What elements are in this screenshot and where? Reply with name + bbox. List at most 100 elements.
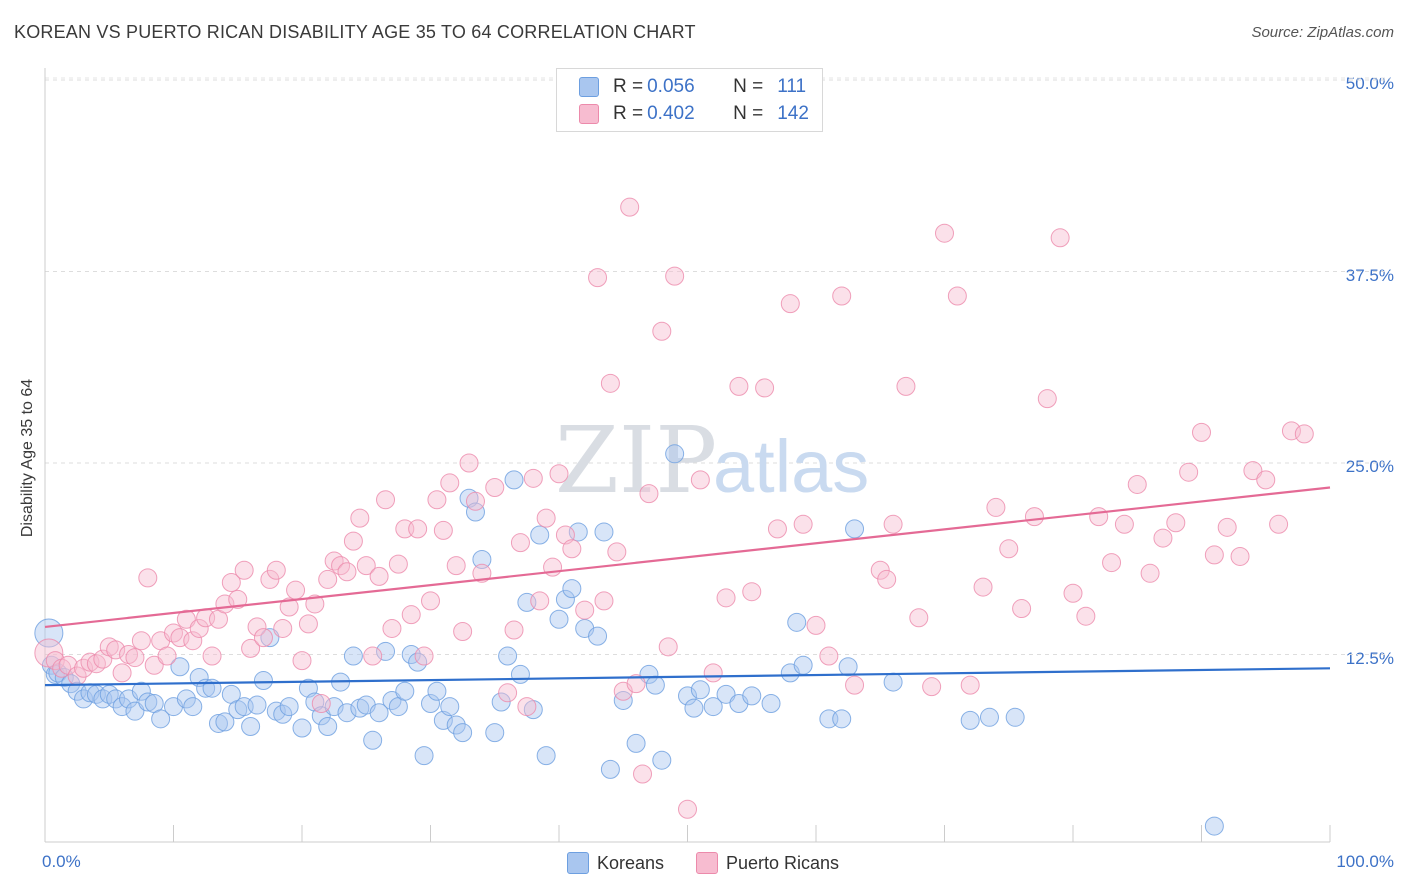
data-point bbox=[607, 542, 627, 562]
data-point bbox=[588, 268, 608, 288]
data-point bbox=[517, 697, 537, 717]
data-point bbox=[350, 508, 370, 528]
data-point bbox=[1089, 507, 1109, 527]
data-point bbox=[189, 618, 209, 638]
data-point bbox=[151, 709, 171, 729]
data-point bbox=[318, 569, 338, 589]
data-point bbox=[472, 563, 492, 583]
data-point bbox=[1269, 514, 1289, 534]
data-point bbox=[1256, 470, 1276, 490]
legend-r-value-koreans: 0.056 bbox=[647, 76, 695, 97]
series-legend-puerto-ricans[interactable]: Puerto Ricans bbox=[695, 852, 840, 874]
korean-points bbox=[34, 444, 1224, 836]
data-point bbox=[446, 715, 466, 735]
data-point bbox=[382, 618, 402, 638]
data-point bbox=[510, 533, 530, 553]
data-point bbox=[845, 519, 865, 539]
data-point bbox=[549, 464, 569, 484]
data-point bbox=[690, 680, 710, 700]
legend-swatch-koreans bbox=[579, 77, 599, 97]
data-point bbox=[421, 591, 440, 611]
data-point bbox=[568, 522, 588, 542]
data-point bbox=[440, 697, 460, 717]
data-point bbox=[241, 717, 261, 737]
data-point bbox=[1127, 474, 1147, 494]
data-point bbox=[273, 704, 293, 724]
data-point bbox=[247, 695, 267, 715]
watermark-atlas: atlas bbox=[713, 425, 869, 508]
data-point bbox=[626, 674, 646, 694]
data-point bbox=[1063, 583, 1083, 603]
series-legend-koreans[interactable]: Koreans bbox=[566, 852, 664, 874]
data-point bbox=[652, 750, 672, 770]
data-point bbox=[588, 626, 608, 646]
data-point bbox=[414, 746, 434, 766]
data-point bbox=[292, 718, 312, 738]
data-point bbox=[1037, 389, 1057, 409]
data-point bbox=[1005, 707, 1025, 727]
data-point bbox=[421, 694, 440, 714]
data-point bbox=[755, 378, 775, 398]
source-label: Source: ZipAtlas.com bbox=[1251, 24, 1394, 41]
data-point bbox=[80, 652, 100, 672]
data-point bbox=[665, 444, 685, 464]
data-point bbox=[1024, 507, 1044, 527]
trend-line-puerto-ricans bbox=[44, 486, 1331, 629]
data-point bbox=[318, 717, 338, 737]
series-swatch-koreans bbox=[566, 852, 589, 874]
data-point bbox=[633, 764, 653, 784]
data-point bbox=[947, 286, 967, 306]
data-point bbox=[131, 681, 151, 701]
data-point bbox=[620, 197, 640, 217]
data-point bbox=[1114, 514, 1134, 534]
data-point bbox=[806, 615, 826, 635]
data-point bbox=[183, 697, 203, 717]
data-point bbox=[1076, 606, 1096, 626]
data-point bbox=[465, 502, 485, 522]
series-name-puerto-ricans: Puerto Ricans bbox=[725, 852, 840, 873]
data-point bbox=[504, 470, 524, 490]
data-point bbox=[266, 560, 286, 580]
data-point bbox=[504, 620, 524, 640]
data-point bbox=[639, 484, 659, 504]
legend-n-label: N = bbox=[733, 76, 764, 97]
data-point bbox=[536, 508, 556, 528]
legend-r-value-puerto-ricans: 0.402 bbox=[647, 103, 695, 124]
data-point bbox=[356, 556, 376, 576]
data-point bbox=[241, 638, 261, 658]
data-point bbox=[909, 608, 929, 628]
data-point bbox=[260, 628, 280, 648]
data-point bbox=[729, 376, 749, 396]
data-point bbox=[703, 663, 723, 683]
data-point bbox=[401, 605, 421, 625]
data-point bbox=[645, 675, 665, 695]
data-point bbox=[1217, 517, 1237, 537]
data-point bbox=[376, 641, 396, 661]
data-point bbox=[626, 733, 646, 753]
watermark-zip: ZIP bbox=[555, 407, 717, 514]
data-point bbox=[678, 686, 697, 706]
y-tick-label-3: 50.0% bbox=[1345, 74, 1394, 93]
data-point bbox=[176, 609, 196, 629]
data-point bbox=[228, 589, 248, 609]
data-point bbox=[253, 628, 273, 648]
data-point bbox=[183, 631, 203, 651]
legend-r-label: R = bbox=[613, 76, 644, 97]
trend-lines bbox=[44, 486, 1331, 687]
legend-row-koreans: R = 0.056 N = 111 bbox=[579, 75, 806, 99]
legend-n-value-puerto-ricans: 142 bbox=[777, 103, 809, 124]
data-point bbox=[742, 582, 762, 602]
data-point bbox=[388, 554, 408, 574]
data-point bbox=[999, 539, 1019, 559]
series-swatch-puerto-ricans bbox=[695, 852, 718, 874]
data-point bbox=[690, 470, 710, 490]
data-point bbox=[973, 577, 993, 597]
data-point bbox=[652, 321, 672, 341]
data-point bbox=[1204, 816, 1224, 836]
data-point bbox=[1102, 553, 1122, 573]
data-point bbox=[45, 651, 65, 671]
data-point bbox=[530, 591, 550, 611]
data-point bbox=[106, 640, 126, 660]
data-point bbox=[1281, 421, 1301, 441]
